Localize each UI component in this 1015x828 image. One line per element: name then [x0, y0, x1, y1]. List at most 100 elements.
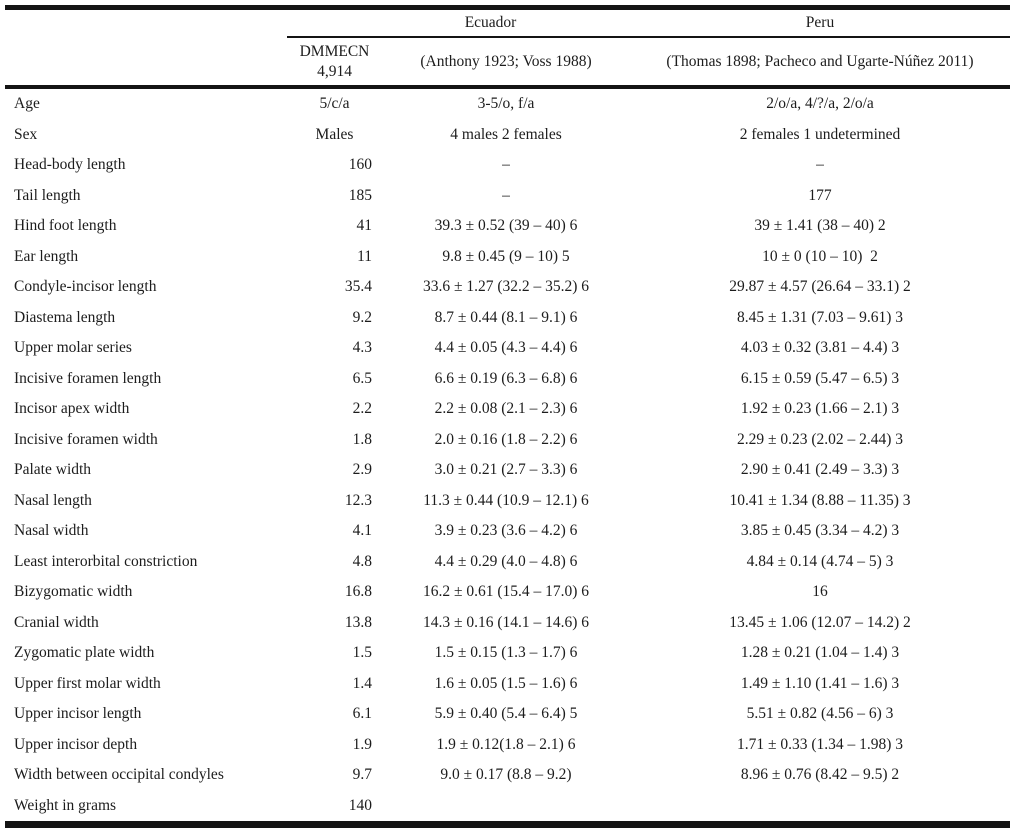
peru-value-cell: 10 ± 0 (10 – 10) 2 [762, 247, 878, 265]
table-row: Hind foot length 41 39.3 ± 0.52 (39 – 40) … [5, 211, 1010, 242]
dmmecn-value-cell: 1.5 [352, 644, 372, 662]
table-row: Upper molar series 4.3 4.4 ± 0.05 (4.3 – 4… [5, 333, 1010, 364]
column-header-row: DMMECN 4,914 (Anthony 1923; Voss 1988) (… [5, 37, 1011, 89]
dmmecn-value-cell: 5/c/a [319, 95, 350, 113]
table-row: Incisive foramen length 6.5 6.6 ± 0.19 (6.… [5, 364, 1010, 395]
table-row: Upper first molar width 1.4 1.6 ± 0.05 (1.… [5, 669, 1010, 700]
table-row: Zygomatic plate width 1.5 1.5 ± 0.15 (1.3 … [5, 638, 1010, 669]
ecuador-value-cell: – [502, 186, 510, 204]
peru-value-cell: 2 females 1 undetermined [739, 125, 901, 143]
row-label: Age [14, 95, 40, 113]
peru-value-cell: 1.71 ± 0.33 (1.34 – 1.98) 3 [736, 735, 904, 753]
corner-cell [5, 8, 287, 38]
dmmecn-value-cell: 9.7 [352, 766, 372, 784]
dmmecn-value-cell: 2.9 [352, 461, 372, 479]
row-label: Least interorbital constriction [14, 552, 198, 570]
peru-value-cell: 10.41 ± 1.34 (8.88 – 11.35) 3 [729, 491, 911, 509]
ecuador-value-cell: 9.0 ± 0.17 (8.8 – 9.2) [440, 766, 572, 784]
row-label: Sex [14, 125, 38, 143]
table-row: Ear length 11 9.8 ± 0.45 (9 – 10) 5 10 ± 0 … [5, 242, 1010, 273]
table-row: Cranial width 13.8 14.3 ± 0.16 (14.1 – 14.… [5, 608, 1010, 639]
dmmecn-value-cell: 12.3 [344, 491, 372, 509]
ecuador-value-cell: – [502, 156, 510, 174]
dmmecn-value-cell: 35.4 [344, 278, 372, 296]
table-row: Palate width 2.9 3.0 ± 0.21 (2.7 – 3.3) 6 2… [5, 455, 1010, 486]
dmmecn-value-cell: Males [315, 125, 354, 143]
peru-value-cell: 29.87 ± 4.57 (26.64 – 33.1) 2 [729, 278, 911, 296]
column-header-ecuador-source: (Anthony 1923; Voss 1988) [382, 37, 631, 89]
dmmecn-value-cell: 4.3 [352, 339, 372, 357]
table-row: Least interorbital constriction 4.8 4.4 ± … [5, 547, 1010, 578]
peru-value-cell: 4.84 ± 0.14 (4.74 – 5) 3 [746, 552, 894, 570]
group-header-peru: Peru [630, 7, 1011, 38]
dmmecn-value-cell: 4.1 [352, 522, 372, 540]
peru-value-cell: 8.96 ± 0.76 (8.42 – 9.5) 2 [740, 766, 900, 784]
empty-header-cell [5, 37, 287, 89]
peru-value-cell: 4.03 ± 0.32 (3.81 – 4.4) 3 [740, 339, 900, 357]
table-row: Incisor apex width 2.2 2.2 ± 0.08 (2.1 – 2… [5, 394, 1010, 425]
dmmecn-value-cell: 41 [356, 217, 373, 235]
ecuador-value-cell: 4 males 2 females [450, 125, 562, 143]
dmmecn-value-cell: 4.8 [352, 552, 372, 570]
row-label: Ear length [14, 247, 79, 265]
table-row: Width between occipital condyles 9.7 9.0 ±… [5, 760, 1010, 791]
dmmecn-value-cell: 2.2 [352, 400, 372, 418]
group-header-ecuador: Ecuador [287, 7, 631, 38]
row-label: Incisor apex width [14, 400, 130, 418]
peru-value-cell: 3.85 ± 0.45 (3.34 – 4.2) 3 [740, 522, 900, 540]
row-label: Condyle-incisor length [14, 278, 157, 296]
column-header-dmmecn: DMMECN 4,914 [287, 37, 382, 89]
peru-value-cell: 1.49 ± 1.10 (1.41 – 1.6) 3 [740, 674, 900, 692]
peru-value-cell: 1.28 ± 0.21 (1.04 – 1.4) 3 [740, 644, 900, 662]
table-row: Condyle-incisor length 35.4 33.6 ± 1.27 (3… [5, 272, 1010, 303]
measurement-table: Ecuador Peru DMMECN 4,914 (Anthony 1923;… [5, 5, 1011, 828]
ecuador-value-cell: 11.3 ± 0.44 (10.9 – 12.1) 6 [423, 491, 589, 509]
table-row: Incisive foramen width 1.8 2.0 ± 0.16 (1.8… [5, 425, 1010, 456]
peru-value-cell: 1.92 ± 0.23 (1.66 – 2.1) 3 [740, 400, 900, 418]
peru-value-cell: 39 ± 1.41 (38 – 40) 2 [754, 217, 886, 235]
ecuador-value-cell: 2.2 ± 0.08 (2.1 – 2.3) 6 [434, 400, 578, 418]
peru-value-cell: 8.45 ± 1.31 (7.03 – 9.61) 3 [736, 308, 904, 326]
ecuador-value-cell: 1.6 ± 0.05 (1.5 – 1.6) 6 [434, 674, 578, 692]
ecuador-value-cell: 4.4 ± 0.05 (4.3 – 4.4) 6 [434, 339, 578, 357]
dmmecn-value-cell: 6.5 [352, 369, 372, 387]
ecuador-value-cell: 3-5/o, f/a [477, 95, 535, 113]
ecuador-value-cell: 14.3 ± 0.16 (14.1 – 14.6) 6 [422, 613, 590, 631]
row-label: Zygomatic plate width [14, 644, 155, 662]
ecuador-value-cell: 33.6 ± 1.27 (32.2 – 35.2) 6 [422, 278, 590, 296]
ecuador-value-cell: 5.9 ± 0.40 (5.4 – 6.4) 5 [434, 705, 578, 723]
peru-value-cell: 2/o/a, 4/?/a, 2/o/a [766, 95, 874, 113]
peru-value-cell: 16 [812, 583, 828, 601]
dmmecn-value-cell: 1.4 [352, 674, 372, 692]
row-label: Tail length [14, 186, 81, 204]
table-row: Sex Males 4 males 2 females 2 females 1 und… [5, 120, 1010, 151]
peru-value-cell: – [816, 156, 824, 174]
peru-value-cell: 13.45 ± 1.06 (12.07 – 14.2) 2 [729, 613, 911, 631]
ecuador-value-cell: 1.5 ± 0.15 (1.3 – 1.7) 6 [434, 644, 578, 662]
ecuador-value-cell: 6.6 ± 0.19 (6.3 – 6.8) 6 [434, 369, 578, 387]
row-label: Palate width [14, 461, 92, 479]
table-row: Age 5/c/a 3-5/o, f/a 2/o/a, 4/?/a, 2/o/a [5, 87, 1010, 120]
row-label: Nasal width [14, 522, 89, 540]
column-header-peru-source: (Thomas 1898; Pacheco and Ugarte-Núñez 2… [630, 37, 1011, 89]
row-label: Upper molar series [14, 339, 132, 357]
peru-value-cell: 177 [808, 186, 832, 204]
row-label: Diastema length [14, 308, 116, 326]
row-label: Width between occipital condyles [14, 766, 224, 784]
row-label: Weight in grams [14, 796, 117, 814]
row-label: Cranial width [14, 613, 99, 631]
table-row: Upper incisor length 6.1 5.9 ± 0.40 (5.4 –… [5, 699, 1010, 730]
dmmecn-value-cell: 185 [348, 186, 372, 204]
dmmecn-value-cell: 16.8 [344, 583, 372, 601]
ecuador-value-cell: 4.4 ± 0.29 (4.0 – 4.8) 6 [434, 552, 578, 570]
row-label: Hind foot length [14, 217, 117, 235]
dmmecn-value-cell: 160 [348, 156, 372, 174]
table-row: Diastema length 9.2 8.7 ± 0.44 (8.1 – 9.1)… [5, 303, 1010, 334]
table-row: Head-body length 160 – – [5, 150, 1010, 181]
table-body: Age 5/c/a 3-5/o, f/a 2/o/a, 4/?/a, 2/o/a Sex… [5, 87, 1010, 825]
dmmecn-value-cell: 140 [348, 796, 372, 814]
ecuador-value-cell [382, 791, 630, 825]
row-label: Bizygomatic width [14, 583, 133, 601]
ecuador-value-cell: 16.2 ± 0.61 (15.4 – 17.0) 6 [422, 583, 590, 601]
dmmecn-value-cell: 6.1 [352, 705, 372, 723]
